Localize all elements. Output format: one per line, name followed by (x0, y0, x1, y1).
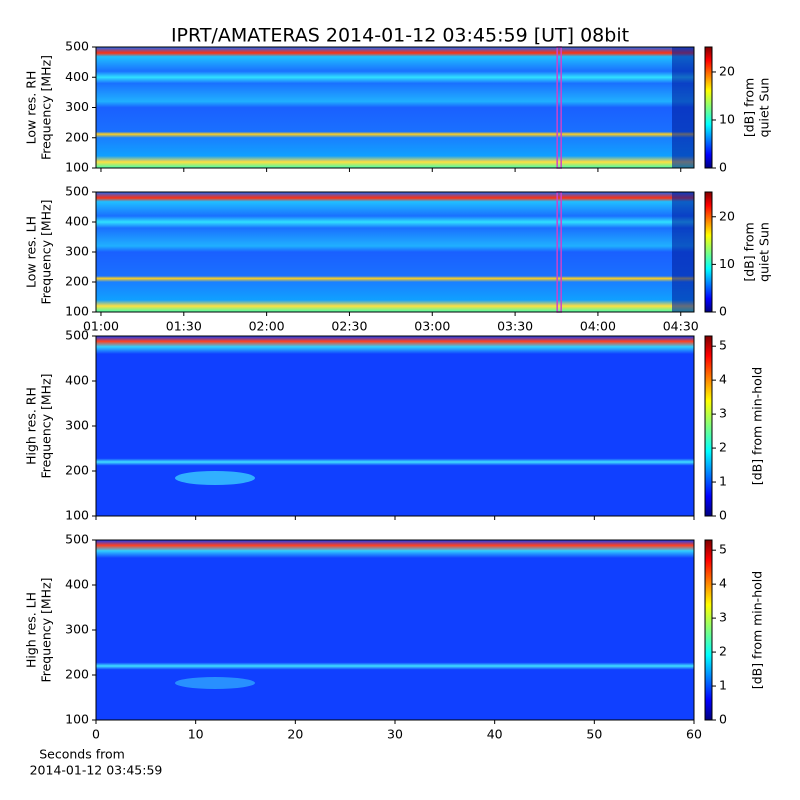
x-tick-label: 01:30 (166, 319, 202, 334)
spectrogram-image (96, 47, 694, 168)
colorbar-tick-label: 20 (719, 63, 735, 78)
colorbar-tick-label: 10 (719, 111, 735, 126)
spectrogram-image (96, 192, 694, 312)
x-axis-label: Seconds from (39, 747, 125, 762)
spectrogram-image (96, 540, 694, 720)
y-axis-label: High res. RH (24, 387, 39, 465)
y-tick-label: 300 (65, 418, 89, 433)
colorbar-tick-label: 1 (719, 474, 727, 489)
colorbar (704, 335, 713, 517)
colorbar-tick-label: 5 (719, 542, 727, 557)
colorbar (704, 539, 713, 721)
x-tick-label: 30 (387, 727, 403, 742)
backgrounds (96, 47, 694, 720)
colorbar-tick-label: 0 (719, 160, 727, 175)
x-tick-label: 60 (686, 727, 702, 742)
y-axis-label: High res. LH (24, 592, 39, 668)
x-tick-label: 0 (92, 727, 100, 742)
colorbar-tick-label: 2 (719, 644, 727, 659)
burst (175, 677, 255, 689)
y-tick-label: 200 (65, 274, 89, 289)
colorbar-tick-label: 1 (719, 678, 727, 693)
x-tick-label: 03:30 (497, 319, 533, 334)
y-tick-label: 500 (65, 532, 89, 547)
colorbar (704, 191, 713, 313)
y-tick-label: 100 (65, 712, 89, 727)
colorbar-tick-label: 0 (719, 304, 727, 319)
y-axis-label: Frequency [MHz] (39, 577, 54, 682)
colorbar-label: quiet Sun (757, 78, 772, 138)
x-tick-label: 20 (287, 727, 303, 742)
y-tick-label: 300 (65, 244, 89, 259)
x-tick-label: 04:00 (580, 319, 616, 334)
data-gap (672, 192, 694, 312)
colorbar-label: [dB] from min-hold (750, 571, 765, 689)
y-tick-label: 100 (65, 508, 89, 523)
x-tick-label: 02:30 (331, 319, 367, 334)
colorbar-label: quiet Sun (757, 222, 772, 282)
y-axis-label: Frequency [MHz] (39, 199, 54, 304)
y-tick-label: 100 (65, 304, 89, 319)
y-tick-label: 300 (65, 622, 89, 637)
colorbar (704, 46, 713, 169)
x-tick-label: 03:00 (414, 319, 450, 334)
spectrogram-image (96, 336, 694, 516)
colorbar-tick-label: 20 (719, 208, 735, 223)
x-tick-label: 40 (487, 727, 503, 742)
colorbar-tick-label: 3 (719, 610, 727, 625)
figure-title: IPRT/AMATERAS 2014-01-12 03:45:59 [UT] 0… (171, 25, 629, 47)
x-tick-label: 01:00 (83, 319, 119, 334)
y-axis-label: Frequency [MHz] (39, 55, 54, 160)
x-tick-label: 02:00 (249, 319, 285, 334)
colorbar-tick-label: 2 (719, 440, 727, 455)
colorbar-tick-label: 0 (719, 712, 727, 727)
burst (175, 471, 255, 485)
y-tick-label: 500 (65, 184, 89, 199)
y-tick-label: 400 (65, 577, 89, 592)
x-tick-label: 50 (586, 727, 602, 742)
colorbar-tick-label: 5 (719, 338, 727, 353)
y-tick-label: 400 (65, 69, 89, 84)
colorbar-label: [dB] from (742, 222, 757, 281)
y-tick-label: 200 (65, 667, 89, 682)
y-axis-label: Low res. RH (24, 71, 39, 145)
x-tick-label: 04:30 (663, 319, 699, 334)
y-axis-label: Low res. LH (24, 216, 39, 288)
y-tick-label: 400 (65, 214, 89, 229)
colorbar-label: [dB] from (742, 78, 757, 137)
colorbar-tick-label: 4 (719, 372, 727, 387)
colorbar-label: [dB] from min-hold (750, 367, 765, 485)
y-tick-label: 500 (65, 328, 89, 343)
colorbar-tick-label: 3 (719, 406, 727, 421)
y-tick-label: 500 (65, 39, 89, 54)
y-tick-label: 100 (65, 160, 89, 175)
x-tick-label: 10 (188, 727, 204, 742)
y-tick-label: 200 (65, 129, 89, 144)
colorbar-tick-label: 0 (719, 508, 727, 523)
y-axis-label: Frequency [MHz] (39, 373, 54, 478)
y-tick-label: 400 (65, 373, 89, 388)
colorbar-tick-label: 10 (719, 256, 735, 271)
x-axis-label: 2014-01-12 03:45:59 (30, 763, 163, 778)
y-tick-label: 300 (65, 99, 89, 114)
colorbar-tick-label: 4 (719, 576, 727, 591)
data-gap (672, 47, 694, 168)
y-tick-label: 200 (65, 463, 89, 478)
